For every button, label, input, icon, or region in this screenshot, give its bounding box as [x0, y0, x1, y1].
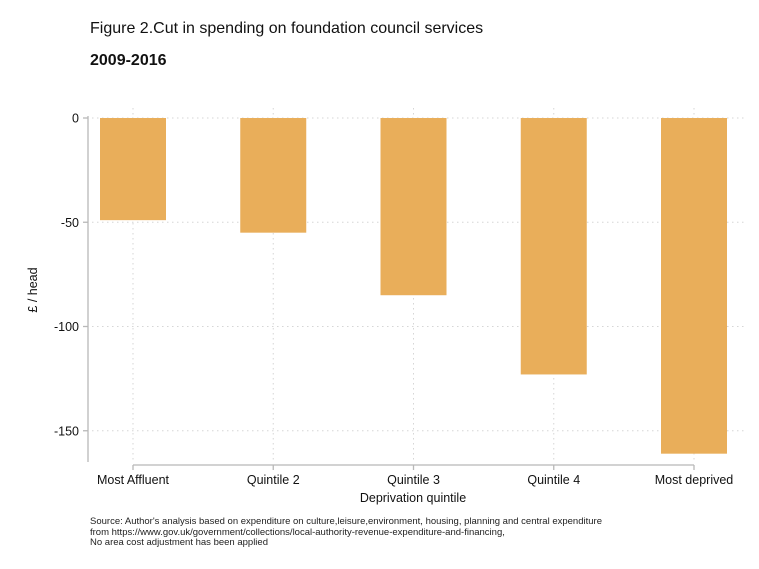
bar-quintile-2 [240, 118, 307, 233]
x-ticks: Most Affluent Quintile 2 Quintile 3 Quintil… [97, 465, 733, 487]
x-axis-label: Deprivation quintile [360, 491, 466, 505]
chart-subtitle: 2009-2016 [90, 52, 167, 69]
chart-title: Figure 2.Cut in spending on foundation c… [90, 20, 484, 37]
bar-quintile-4 [520, 118, 587, 375]
source-line-3: No area cost adjustment has been applied [90, 537, 268, 548]
source-note: Source: Author's analysis based on expen… [90, 516, 602, 549]
y-tick-label: -100 [54, 320, 79, 334]
x-tick-label: Most deprived [655, 473, 734, 487]
x-tick-label: Quintile 2 [247, 473, 300, 487]
x-tick-label: Quintile 3 [387, 473, 440, 487]
y-tick-label: 0 [72, 112, 79, 126]
bar-quintile-3 [380, 118, 447, 296]
y-tick-label: -50 [61, 216, 79, 230]
y-ticks: 0 -50 -100 -150 [54, 112, 88, 438]
y-tick-label: -150 [54, 424, 79, 438]
y-axis-label: £ / head [26, 267, 40, 312]
source-line-2: from https://www.gov.uk/government/colle… [90, 526, 505, 538]
source-line-1: Source: Author's analysis based on expen… [90, 516, 602, 527]
bar-most-affluent [100, 118, 166, 221]
x-tick-label: Most Affluent [97, 473, 170, 487]
bars [100, 118, 727, 454]
x-tick-label: Quintile 4 [527, 473, 580, 487]
bar-most-deprived [661, 118, 727, 454]
